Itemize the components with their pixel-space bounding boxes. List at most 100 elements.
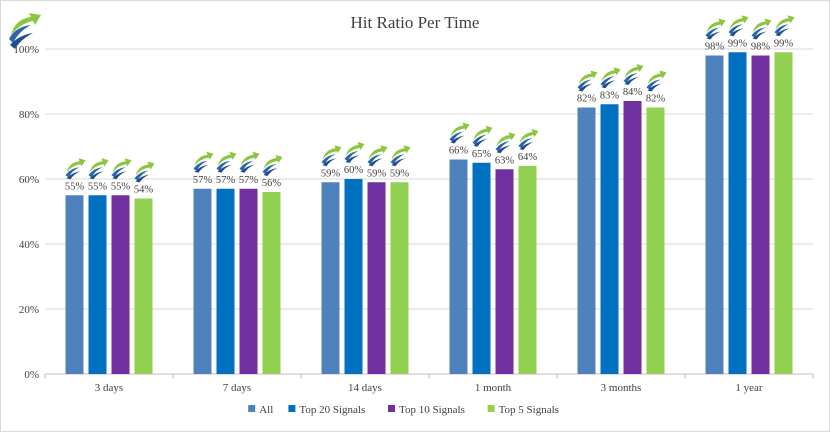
data-label: 64% [518,152,538,163]
data-label-badge-icon [577,70,598,92]
bar [239,188,258,374]
y-tick-label: 100% [13,44,39,56]
bar [728,52,747,374]
data-label: 99% [728,38,748,49]
data-label-badge-icon [344,142,365,163]
bar [65,195,84,374]
data-label: 63% [495,155,515,166]
data-label: 54% [134,185,154,196]
x-tick-label: 7 days [223,382,251,394]
data-label: 66% [449,146,469,157]
y-axis-tick-labels: 0% 20% 40% 60% 80% 100% [13,44,39,381]
data-label-badge-icon [705,18,726,40]
legend-swatch [288,405,296,412]
data-label: 57% [239,175,259,186]
data-label-badge-icon [646,70,667,92]
data-label-badge-icon [751,18,772,40]
data-label: 98% [751,42,771,53]
x-tick-label: 1 year [735,382,763,394]
data-label: 59% [367,168,387,179]
data-label: 82% [646,94,666,105]
legend: All Top 20 Signals Top 10 Signals Top 5 Sig… [248,404,559,416]
bar [88,195,107,374]
bar [623,101,642,374]
data-label: 59% [321,168,341,179]
data-label: 55% [65,181,85,192]
data-label-badge-icon [111,158,132,180]
bar [321,182,340,374]
legend-swatch [487,405,495,412]
data-label: 65% [472,149,492,160]
data-label: 83% [600,90,620,101]
data-label: 60% [344,165,364,176]
bar [111,195,130,374]
data-label-badge-icon [65,158,86,180]
logo-icon [9,13,41,49]
x-tick-label: 3 days [95,382,123,394]
data-label: 55% [88,181,108,192]
data-label-badge-icon [367,145,388,167]
data-label-badge-icon [495,132,516,154]
data-label: 59% [390,168,410,179]
bar [344,179,363,374]
data-label-badge-icon [518,129,539,150]
data-label-badge-icon [321,145,342,167]
bars [65,52,793,374]
bar [646,107,665,374]
data-label-badge-icon [239,151,260,173]
data-label-badge-icon [262,155,283,176]
bar [774,52,793,374]
data-label: 57% [216,175,236,186]
data-label: 99% [774,38,794,49]
data-label: 55% [111,181,131,192]
legend-label: Top 10 Signals [399,404,465,416]
gridlines [45,48,813,375]
x-tick-label: 14 days [348,382,382,394]
data-label-badge-icon [216,151,237,173]
bar [134,198,153,374]
bar [449,159,468,374]
bar [262,192,281,374]
data-label-badge-icon [134,161,155,183]
data-label-badge-icon [472,125,493,147]
y-tick-label: 40% [19,239,39,251]
bar [600,104,619,374]
data-label-badge-icon [623,64,644,85]
legend-label: Top 5 Signals [499,404,559,416]
legend-swatch [388,405,395,412]
data-label-badge-icon [88,158,109,180]
data-label: 82% [577,94,597,105]
bar [495,169,514,374]
bar [518,166,537,374]
data-label: 98% [705,42,725,53]
x-tick-label: 3 months [601,382,642,394]
data-label: 84% [623,87,643,98]
y-tick-label: 20% [19,304,39,316]
bar [705,55,724,374]
data-label-badge-icon [193,151,214,173]
data-label-badges [65,15,795,183]
x-tick-label: 1 month [475,382,512,394]
data-label-badge-icon [600,67,621,89]
x-axis: 3 days 7 days 14 days 1 month 3 months 1 year [44,374,814,394]
data-label: 57% [193,175,213,186]
bar [751,55,770,374]
bar [216,188,235,374]
data-label: 56% [262,178,282,189]
legend-label: Top 20 Signals [299,404,365,416]
data-label-badge-icon [390,145,411,167]
legend-label: All [259,404,273,416]
data-labels: 55% 55% 55% 54%57% 57% 57% 56%59% 60% 59% 59%66% 6… [65,38,794,195]
data-label-badge-icon [449,122,470,144]
bar [193,188,212,374]
bar [472,162,491,374]
legend-swatch [248,405,256,412]
y-tick-label: 60% [19,174,39,186]
y-tick-label: 80% [19,109,39,121]
chart-title: Hit Ratio Per Time [351,13,480,32]
bar [577,107,596,374]
data-label-badge-icon [774,15,795,37]
bar [390,182,409,374]
